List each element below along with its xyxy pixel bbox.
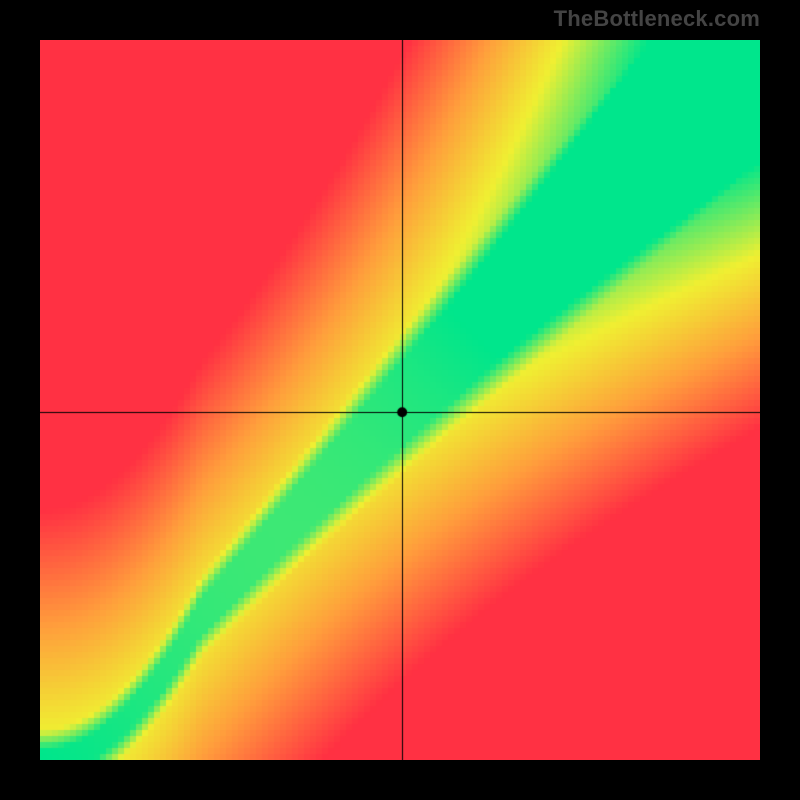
watermark-text: TheBottleneck.com xyxy=(554,6,760,32)
bottleneck-heatmap xyxy=(40,40,760,760)
